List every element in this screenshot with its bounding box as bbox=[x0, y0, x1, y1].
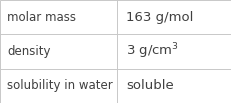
Text: 3 g/cm$^{3}$: 3 g/cm$^{3}$ bbox=[126, 42, 179, 61]
Text: molar mass: molar mass bbox=[7, 11, 76, 24]
Text: density: density bbox=[7, 45, 50, 58]
Text: 163 g/mol: 163 g/mol bbox=[126, 11, 193, 24]
Text: solubility in water: solubility in water bbox=[7, 79, 112, 92]
Text: soluble: soluble bbox=[126, 79, 173, 92]
